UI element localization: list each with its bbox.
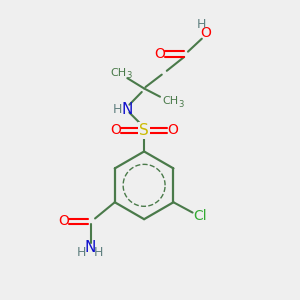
Text: H: H	[197, 18, 206, 31]
Text: S: S	[139, 123, 149, 138]
Text: CH: CH	[163, 96, 179, 106]
Text: O: O	[58, 214, 69, 228]
Text: O: O	[200, 26, 211, 40]
Text: N: N	[122, 102, 133, 117]
Text: O: O	[154, 47, 165, 61]
Text: O: O	[110, 123, 121, 137]
Text: H: H	[76, 246, 86, 259]
Text: N: N	[85, 240, 96, 255]
Text: Cl: Cl	[194, 209, 207, 224]
Text: CH: CH	[110, 68, 127, 78]
Text: 3: 3	[178, 100, 183, 109]
Text: 3: 3	[126, 71, 131, 80]
Text: O: O	[167, 123, 178, 137]
Text: H: H	[113, 103, 122, 116]
Text: H: H	[94, 246, 104, 259]
